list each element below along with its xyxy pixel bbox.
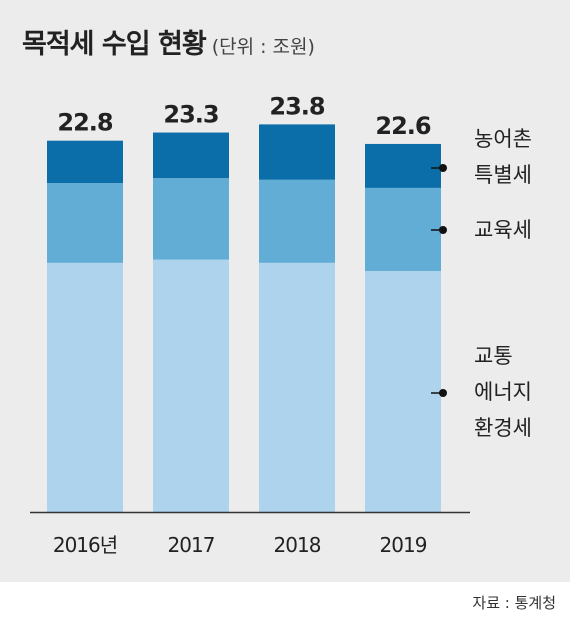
stacked-bar-chart: 22.8 2016년 23.3 2017 23.8 2018 22.6 2019 (30, 92, 470, 557)
bar-total-label-1: 23.3 (163, 101, 218, 129)
bar-segment-education-2 (259, 179, 335, 263)
bar-segment-education-0 (47, 183, 123, 263)
bar-segment-education-3 (365, 187, 441, 271)
legend-marker-transport-energy-environment-tax (439, 389, 447, 397)
bar-segment-transport-2 (259, 262, 335, 512)
bar-segment-rural-0 (47, 140, 123, 184)
source-note: 자료 : 통계청 (472, 594, 556, 612)
legend-marker-education-tax (439, 226, 447, 234)
bar-total-label-2: 23.8 (269, 92, 325, 120)
x-tick-label-2: 2018 (274, 533, 321, 557)
bar-total-label-0: 22.8 (57, 109, 113, 137)
bar-segment-transport-1 (153, 259, 229, 512)
bar-segment-education-1 (153, 178, 229, 260)
legend-label-education-tax: 교육세 (474, 218, 532, 242)
bar-segment-transport-3 (365, 270, 441, 512)
chart-title: 목적세 수입 현황 (22, 29, 207, 60)
bar-segment-rural-2 (259, 124, 335, 180)
legend-label-transport-energy-environment-tax: 교통 에너지 환경세 (474, 344, 532, 440)
bar-segment-rural-3 (365, 143, 441, 188)
bar-total-label-3: 22.6 (375, 112, 431, 140)
bar-segment-rural-1 (153, 132, 229, 179)
x-tick-label-1: 2017 (168, 533, 215, 557)
chart-title-row: 목적세 수입 현황 (단위 : 조원) (22, 22, 315, 61)
chart-unit: (단위 : 조원) (211, 36, 315, 58)
legend-marker-rural-special-tax (439, 164, 447, 172)
bar-segment-transport-0 (47, 262, 123, 512)
legend-label-rural-special-tax: 농어촌 특별세 (474, 127, 532, 187)
x-tick-label-0: 2016년 (53, 533, 117, 557)
x-tick-label-3: 2019 (380, 533, 427, 557)
